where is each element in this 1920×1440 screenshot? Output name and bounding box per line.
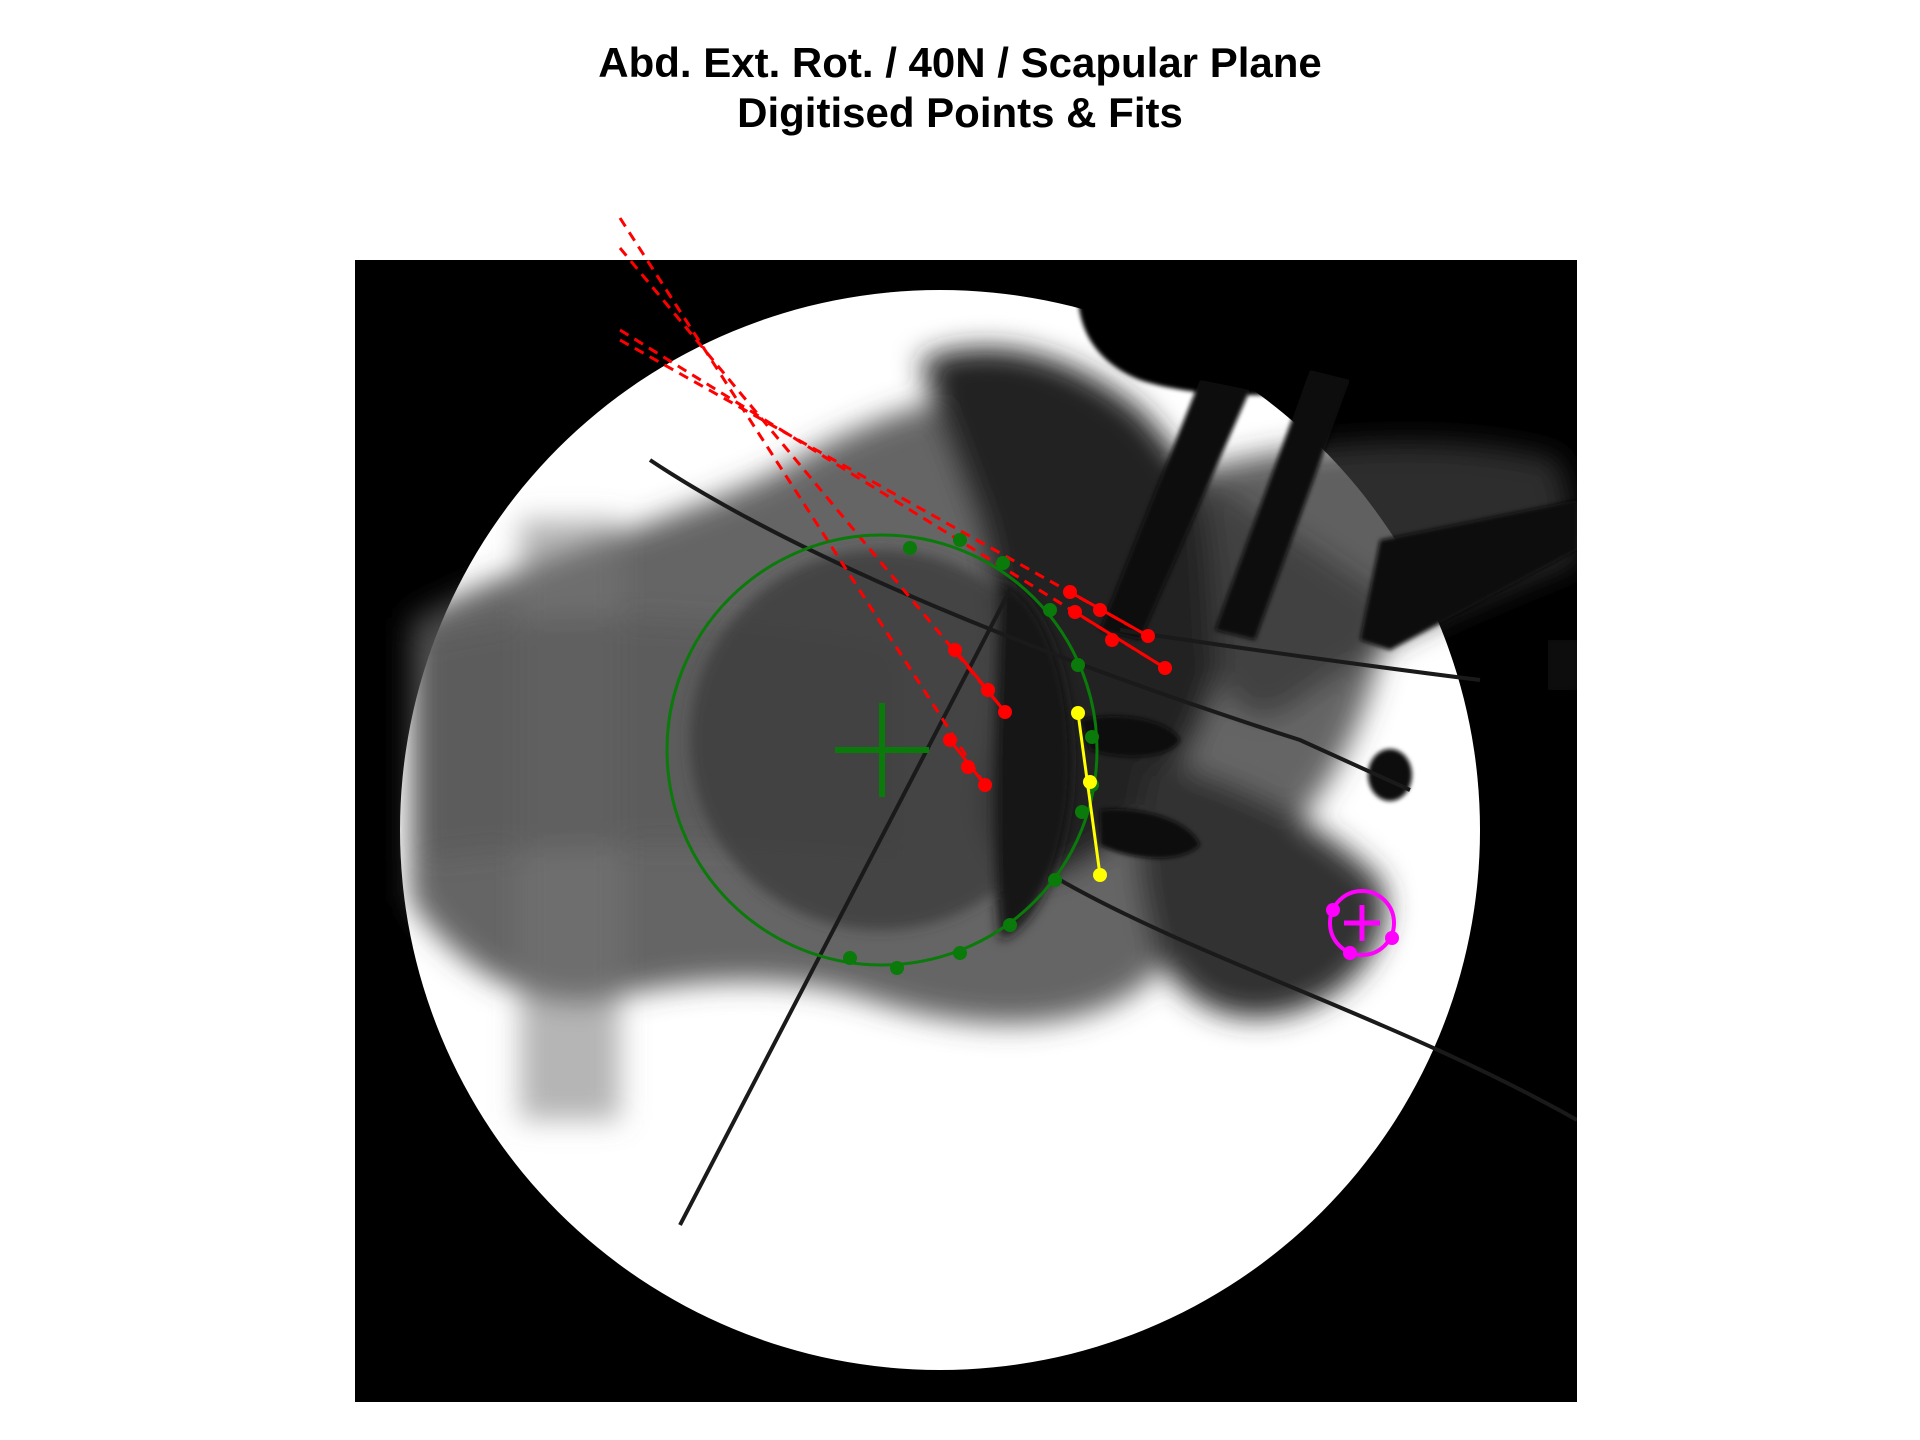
marker-points	[1326, 903, 1399, 960]
head-point	[1085, 730, 1099, 744]
head-point	[890, 961, 904, 975]
humeral-head-points	[843, 533, 1099, 975]
shaft-axis-line-1	[618, 217, 987, 786]
wires	[648, 458, 1577, 1226]
head-point	[996, 556, 1010, 570]
overlays	[618, 217, 1399, 975]
shaft-point	[1093, 603, 1107, 617]
shaft-axis-line-2	[618, 247, 1007, 713]
title-line-2: Digitised Points & Fits	[737, 89, 1183, 136]
head-point	[1003, 918, 1017, 932]
shaft-point	[943, 733, 957, 747]
shaft-point	[981, 683, 995, 697]
shaft-point	[1068, 605, 1082, 619]
humeral-head-center-cross	[835, 703, 929, 797]
head-point	[903, 541, 917, 555]
shaft-segments	[948, 590, 1166, 786]
shaft-point	[1105, 633, 1119, 647]
humeral-head-circle-fit	[665, 533, 1099, 967]
marker-center-cross	[1344, 905, 1380, 941]
head-point	[1075, 805, 1089, 819]
shaft-point	[1141, 629, 1155, 643]
glenoid-point	[1093, 868, 1107, 882]
glenoid-line	[1076, 712, 1102, 876]
head-point	[953, 946, 967, 960]
shaft-point	[978, 778, 992, 792]
marker-point	[1343, 946, 1357, 960]
head-point	[1071, 658, 1085, 672]
title-line-1: Abd. Ext. Rot. / 40N / Scapular Plane	[598, 39, 1322, 86]
shaft-points	[943, 585, 1172, 792]
head-point	[843, 951, 857, 965]
xray-image	[355, 260, 1577, 1402]
shaft-point	[1158, 661, 1172, 675]
figure-title: Abd. Ext. Rot. / 40N / Scapular Plane Di…	[0, 38, 1920, 138]
shaft-point	[1063, 585, 1077, 599]
marker-circle-fit	[1328, 889, 1396, 957]
shaft-point	[998, 705, 1012, 719]
shaft-point	[948, 643, 962, 657]
instrument-shapes	[1077, 260, 1577, 859]
head-point	[1048, 873, 1062, 887]
glenoid-point	[1071, 706, 1085, 720]
marker-point	[1385, 931, 1399, 945]
glenoid-points	[1071, 706, 1107, 882]
marker-point	[1326, 903, 1340, 917]
head-point	[953, 533, 967, 547]
glenoid-point	[1083, 775, 1097, 789]
shaft-point	[961, 760, 975, 774]
head-point	[1043, 603, 1057, 617]
